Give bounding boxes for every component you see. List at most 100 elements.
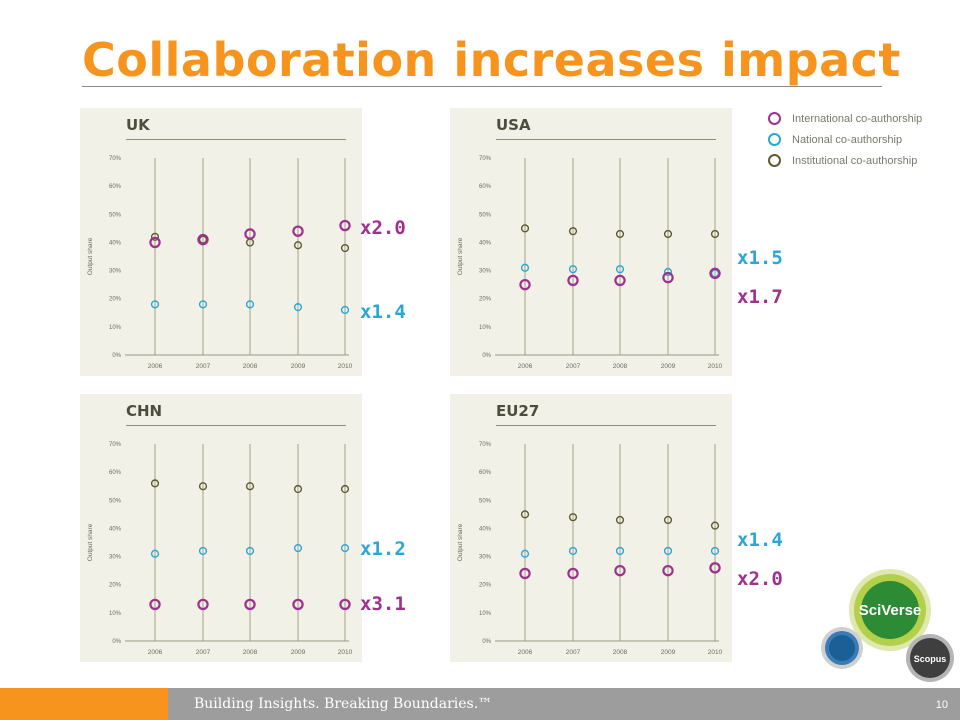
y-tick-label: 10% — [109, 325, 122, 331]
data-point-institutional — [150, 479, 160, 488]
y-tick-label: 70% — [479, 442, 492, 448]
data-point-institutional — [520, 224, 530, 233]
data-point-national — [198, 300, 208, 309]
data-point-national — [615, 546, 625, 556]
data-point-international — [339, 219, 351, 232]
legend-marker-national — [768, 133, 781, 146]
multiplier-uk-international: x2.0 — [360, 217, 406, 239]
chart-legend: International co-authorship National co-… — [768, 108, 922, 171]
legend-item-institutional: Institutional co-authorship — [768, 150, 922, 171]
data-point-institutional — [710, 521, 720, 530]
y-axis-label: Output share — [87, 237, 94, 275]
x-tick-label: 2009 — [661, 649, 676, 656]
y-tick-label: 40% — [479, 240, 492, 246]
data-point-institutional — [615, 515, 625, 525]
data-point-international — [567, 274, 579, 287]
y-tick-label: 0% — [112, 353, 121, 359]
data-point-national — [293, 303, 303, 312]
x-tick-label: 2010 — [338, 363, 353, 370]
data-point-institutional — [663, 515, 673, 525]
chart-title: UK — [126, 116, 150, 134]
y-tick-label: 60% — [479, 470, 492, 476]
data-point-international — [519, 567, 531, 580]
y-tick-label: 10% — [109, 611, 122, 617]
y-tick-label: 60% — [109, 184, 122, 190]
data-point-national — [568, 546, 578, 556]
footer-accent — [0, 688, 168, 720]
data-point-international — [244, 228, 256, 240]
data-point-institutional — [568, 513, 578, 522]
data-point-institutional — [340, 243, 350, 253]
y-axis-label: Output share — [87, 523, 94, 561]
data-point-national — [340, 544, 350, 553]
multiplier-usa-national: x1.5 — [737, 247, 783, 269]
data-point-national — [520, 549, 530, 558]
y-tick-label: 30% — [109, 555, 122, 561]
logo-blue-core — [829, 635, 855, 661]
x-tick-label: 2006 — [148, 649, 163, 656]
data-point-national — [663, 546, 673, 556]
x-tick-label: 2009 — [291, 649, 306, 656]
legend-label: International co-authorship — [792, 112, 923, 125]
data-point-national — [198, 546, 208, 556]
x-tick-label: 2008 — [613, 649, 628, 656]
y-tick-label: 10% — [479, 611, 492, 617]
x-tick-label: 2008 — [243, 363, 258, 370]
chart-svg-eu27: 0% 10% 20% 30% 40% 50% 60% 70% Output share 2006 2… — [457, 442, 723, 656]
data-point-institutional — [520, 510, 530, 519]
x-tick-label: 2007 — [196, 363, 211, 370]
x-tick-label: 2008 — [243, 649, 258, 656]
chart-panel-usa: 0% 10% 20% 30% 40% 50% 60% 70% Output share 2006 2… — [450, 108, 732, 376]
multiplier-uk-national: x1.4 — [360, 301, 406, 323]
y-tick-label: 20% — [479, 297, 492, 303]
multiplier-chn-national: x1.2 — [360, 538, 406, 560]
x-tick-label: 2010 — [708, 649, 723, 656]
y-tick-label: 30% — [109, 269, 122, 275]
data-point-institutional — [198, 235, 208, 244]
data-point-national — [663, 267, 673, 277]
y-tick-label: 20% — [479, 583, 492, 589]
y-axis-label: Output share — [457, 237, 464, 275]
y-tick-label: 20% — [109, 297, 122, 303]
x-tick-label: 2007 — [196, 649, 211, 656]
chart-title-rule — [496, 139, 716, 140]
chart-panel-chn: 0% 10% 20% 30% 40% 50% 60% 70% Output share 2006 2… — [80, 394, 362, 662]
y-tick-label: 40% — [479, 526, 492, 532]
data-point-international — [709, 267, 721, 280]
data-point-institutional — [293, 241, 303, 250]
data-point-international — [709, 562, 721, 574]
data-point-institutional — [663, 229, 673, 239]
data-point-international — [662, 271, 674, 284]
x-tick-label: 2007 — [566, 363, 581, 370]
data-point-institutional — [340, 484, 350, 494]
y-axis-label: Output share — [457, 523, 464, 561]
x-tick-label: 2006 — [518, 649, 533, 656]
chart-title: CHN — [126, 402, 163, 420]
y-tick-label: 40% — [109, 240, 122, 246]
y-tick-label: 0% — [482, 639, 491, 645]
data-point-institutional — [150, 232, 160, 241]
y-tick-label: 40% — [109, 526, 122, 532]
data-point-institutional — [568, 227, 578, 236]
data-point-national — [710, 546, 720, 556]
data-point-international — [614, 564, 626, 577]
legend-item-national: National co-authorship — [768, 129, 922, 150]
data-point-international — [149, 236, 161, 249]
x-tick-label: 2009 — [661, 363, 676, 370]
data-point-international — [244, 598, 256, 611]
legend-label: National co-authorship — [792, 133, 903, 146]
footer-tagline: Building Insights. Breaking Boundaries.™ — [194, 696, 493, 712]
y-tick-label: 50% — [479, 212, 492, 218]
data-point-international — [197, 598, 209, 611]
x-tick-label: 2010 — [338, 649, 353, 656]
y-tick-label: 70% — [479, 156, 492, 162]
page-number: 10 — [935, 699, 948, 711]
y-tick-label: 20% — [109, 583, 122, 589]
data-point-international — [614, 274, 626, 287]
data-point-international — [197, 233, 209, 246]
legend-item-international: International co-authorship — [768, 108, 922, 129]
y-tick-label: 0% — [482, 353, 491, 359]
logo-brand-text: SciVerse — [859, 602, 922, 619]
data-point-international — [339, 598, 351, 611]
y-tick-label: 50% — [109, 212, 122, 218]
